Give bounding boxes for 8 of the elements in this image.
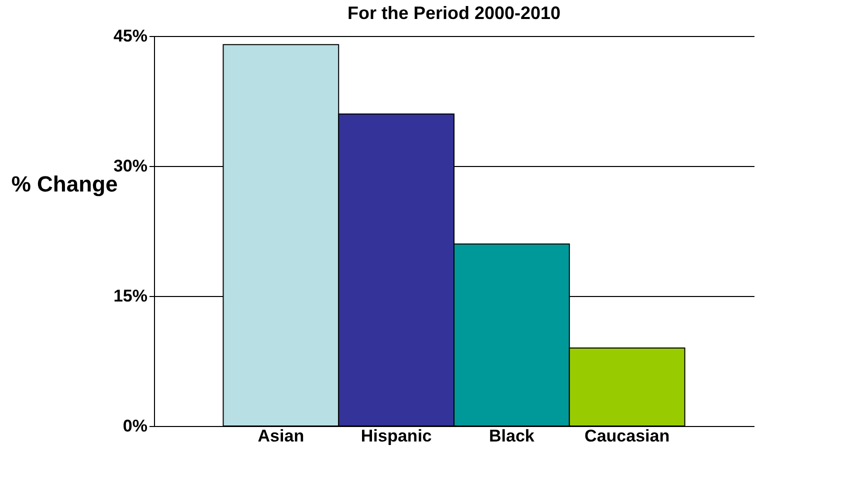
x-tick-label: Asian (258, 426, 304, 446)
x-tick-label: Caucasian (584, 426, 670, 446)
y-tick-label: 0% (122, 416, 148, 436)
y-tick-label: 15% (113, 286, 148, 306)
y-tick-label: 45% (113, 26, 148, 46)
x-tick-label: Hispanic (360, 426, 432, 446)
chart-title: For the Period 2000-2010 (347, 3, 561, 23)
x-tick-label: Black (489, 426, 535, 446)
